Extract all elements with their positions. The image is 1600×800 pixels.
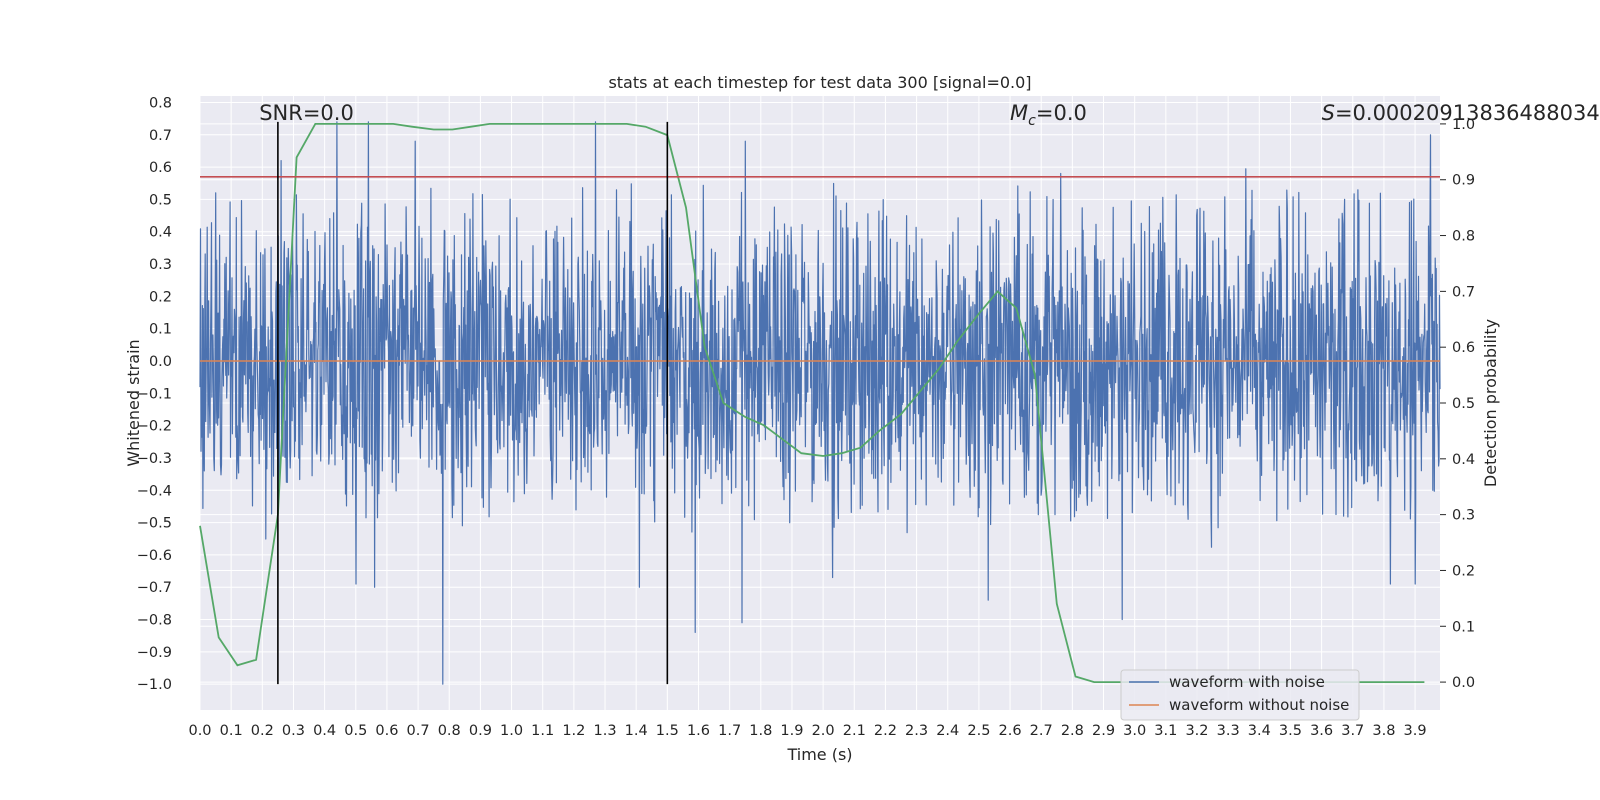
y2-tick-label: 0.4 — [1452, 452, 1475, 468]
x-tick-label: 1.0 — [500, 723, 523, 739]
y2-tick-label: 0.2 — [1452, 563, 1475, 579]
x-tick-label: 3.6 — [1310, 723, 1333, 739]
y-tick-label: −1.0 — [137, 677, 172, 693]
x-tick-label: 2.8 — [1061, 723, 1084, 739]
x-tick-label: 2.5 — [967, 723, 990, 739]
x-tick-label: 3.4 — [1248, 723, 1271, 739]
waveform-with-noise-series — [199, 121, 1441, 685]
y-axis-label: Whitened strain — [124, 339, 143, 466]
y2-tick-label: 1.0 — [1452, 117, 1475, 133]
x-tick-label: 1.4 — [625, 723, 648, 739]
y2-tick-label: 0.0 — [1452, 675, 1475, 691]
x-tick-label: 0.8 — [438, 723, 461, 739]
y2-axis-label: Detection probability — [1481, 319, 1500, 487]
annotation-text: SNR=0.0 — [259, 101, 354, 125]
y-tick-label: 0.4 — [149, 225, 172, 241]
x-tick-label: 1.3 — [593, 723, 616, 739]
x-tick-label: 3.1 — [1154, 723, 1177, 739]
y-tick-label: 0.7 — [149, 128, 172, 144]
y-tick-label: 0.0 — [149, 354, 172, 370]
legend-label-noise: waveform with noise — [1169, 673, 1325, 691]
legend-label-clean: waveform without noise — [1169, 696, 1349, 714]
y-tick-label: 0.8 — [149, 95, 172, 111]
x-tick-label: 0.4 — [313, 723, 336, 739]
x-tick-label: 1.2 — [562, 723, 585, 739]
y-tick-label: −0.8 — [137, 613, 172, 629]
annotation-text: Mc=0.0 — [1010, 101, 1087, 129]
x-tick-label: 2.3 — [905, 723, 928, 739]
x-tick-label: 3.8 — [1372, 723, 1395, 739]
line-series — [199, 121, 1440, 685]
y2-tick-label: 0.1 — [1452, 619, 1475, 635]
y-tick-label: 0.2 — [149, 289, 172, 305]
x-tick-label: 2.1 — [843, 723, 866, 739]
x-tick-label: 0.5 — [344, 723, 367, 739]
y-tick-label: −0.9 — [137, 645, 172, 661]
y-tick-label: −0.5 — [137, 516, 172, 532]
y-tick-label: 0.5 — [149, 192, 172, 208]
legend: waveform with noise waveform without noi… — [1120, 669, 1360, 721]
x-axis-label: Time (s) — [786, 745, 852, 764]
annotation-text: S=0.00020913836488034534 — [1322, 101, 1600, 125]
x-tick-label: 3.9 — [1404, 723, 1427, 739]
x-tick-label: 2.4 — [936, 723, 959, 739]
x-tick-label: 1.1 — [531, 723, 554, 739]
y2-tick-labels: 1.0 0.9 0.8 0.7 0.6 0.5 0.4 0.3 0.2 0.1 0.0 — [1440, 117, 1475, 691]
x-tick-label: 0.9 — [469, 723, 492, 739]
x-tick-label: 3.2 — [1185, 723, 1208, 739]
x-tick-label: 2.6 — [999, 723, 1022, 739]
x-tick-label: 0.1 — [220, 723, 243, 739]
y-tick-label: −0.3 — [137, 451, 172, 467]
y-tick-label: −0.4 — [137, 483, 172, 499]
x-tick-label: 3.5 — [1279, 723, 1302, 739]
y-tick-label: 0.1 — [149, 322, 172, 338]
y-tick-label: −0.6 — [137, 548, 172, 564]
x-tick-label: 1.6 — [687, 723, 710, 739]
x-tick-label: 2.9 — [1092, 723, 1115, 739]
x-tick-label: 3.7 — [1341, 723, 1364, 739]
y2-tick-label: 0.9 — [1452, 173, 1475, 189]
legend-box — [1120, 669, 1360, 721]
x-tick-label: 2.7 — [1030, 723, 1053, 739]
x-tick-label: 1.9 — [780, 723, 803, 739]
x-tick-label: 0.6 — [375, 723, 398, 739]
y-tick-labels: 0.8 0.7 0.6 0.5 0.4 0.3 0.2 0.1 0.0 −0.1 −0.2 −0.3 −… — [137, 95, 172, 693]
y2-tick-label: 0.6 — [1452, 340, 1475, 356]
y2-tick-label: 0.5 — [1452, 396, 1475, 412]
annotations: SNR=0.0 Mc=0.0 S=0.00020913836488034534 — [259, 101, 1600, 129]
x-tick-label: 3.0 — [1123, 723, 1146, 739]
x-tick-label: 3.3 — [1217, 723, 1240, 739]
y2-tick-label: 0.8 — [1452, 229, 1475, 245]
x-tick-label: 1.5 — [656, 723, 679, 739]
chart-title: stats at each timestep for test data 300… — [608, 73, 1031, 92]
y-tick-label: −0.7 — [137, 580, 172, 596]
y-tick-label: 0.6 — [149, 160, 172, 176]
x-tick-labels: 0.0 0.1 0.2 0.3 0.4 0.5 0.6 0.7 0.8 0.9 1.0 1.1 1.2 1… — [188, 723, 1426, 739]
x-tick-label: 2.2 — [874, 723, 897, 739]
y2-tick-label: 0.3 — [1452, 508, 1475, 524]
x-tick-label: 0.3 — [282, 723, 305, 739]
x-tick-label: 1.7 — [718, 723, 741, 739]
y-tick-label: 0.3 — [149, 257, 172, 273]
x-tick-label: 0.0 — [188, 723, 211, 739]
y2-tick-label: 0.7 — [1452, 284, 1475, 300]
y-tick-label: −0.2 — [137, 419, 172, 435]
x-tick-label: 0.7 — [407, 723, 430, 739]
x-tick-label: 2.0 — [812, 723, 835, 739]
x-tick-label: 1.8 — [749, 723, 772, 739]
x-tick-label: 0.2 — [251, 723, 274, 739]
waveform-with-noise-line — [199, 121, 1441, 685]
y-tick-label: −0.1 — [137, 386, 172, 402]
